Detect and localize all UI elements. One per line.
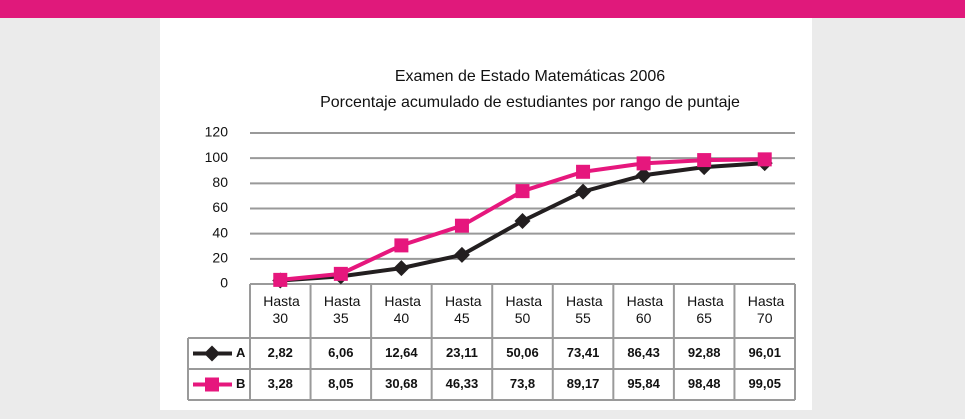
chart-title: Examen de Estado Matemáticas 2006 [395, 68, 665, 85]
marker [575, 183, 592, 200]
value-label: 89,17 [567, 376, 600, 391]
marker [757, 152, 772, 167]
y-tick-label: 120 [205, 124, 229, 140]
marker [273, 272, 288, 287]
marker [333, 266, 348, 281]
chart-subtitle: Porcentaje acumulado de estudiantes por … [320, 94, 740, 111]
y-tick-label: 40 [212, 224, 228, 240]
legend-marker [204, 345, 220, 362]
value-label: 99,05 [748, 376, 781, 391]
legend-marker [205, 377, 219, 392]
legend-label: A [236, 345, 246, 360]
marker [635, 167, 652, 184]
value-label: 73,41 [567, 345, 600, 360]
marker [454, 218, 469, 233]
marker [514, 213, 531, 230]
marker [636, 156, 651, 171]
x-tick-label: Hasta 30 [263, 293, 300, 326]
legend-label: B [236, 376, 245, 391]
x-tick-label: Hasta 45 [444, 293, 482, 326]
y-tick-label: 60 [212, 199, 228, 215]
value-label: 50,06 [506, 345, 539, 360]
marker [515, 184, 530, 199]
y-tick-label: 20 [212, 250, 228, 266]
value-label: 3,28 [268, 376, 293, 391]
value-label: 73,8 [510, 376, 535, 391]
value-label: 96,01 [748, 345, 781, 360]
marker [453, 246, 470, 263]
value-label: 95,84 [627, 376, 660, 391]
value-label: 2,82 [268, 345, 293, 360]
value-label: 86,43 [627, 345, 660, 360]
x-tick-label: Hasta 65 [687, 293, 724, 326]
value-label: 46,33 [446, 376, 479, 391]
value-label: 8,05 [328, 376, 353, 391]
x-tick-label: Hasta 50 [505, 293, 543, 326]
value-label: 6,06 [328, 345, 353, 360]
y-tick-label: 100 [205, 149, 229, 165]
x-tick-label: Hasta 35 [323, 293, 361, 326]
x-tick-label: Hasta 70 [747, 293, 785, 326]
marker [393, 260, 410, 277]
marker [697, 153, 712, 168]
marker [576, 164, 591, 179]
value-label: 12,64 [385, 345, 418, 360]
top-bar [0, 0, 965, 18]
y-tick-label: 80 [212, 174, 228, 190]
value-label: 98,48 [688, 376, 721, 391]
value-label: 23,11 [446, 345, 478, 360]
marker [394, 238, 409, 253]
value-label: 92,88 [688, 345, 721, 360]
value-label: 30,68 [385, 376, 418, 391]
x-tick-label: Hasta 60 [626, 293, 664, 326]
x-tick-label: Hasta 55 [566, 293, 603, 326]
y-tick-label: 0 [220, 275, 228, 291]
x-tick-label: Hasta 40 [384, 293, 421, 326]
